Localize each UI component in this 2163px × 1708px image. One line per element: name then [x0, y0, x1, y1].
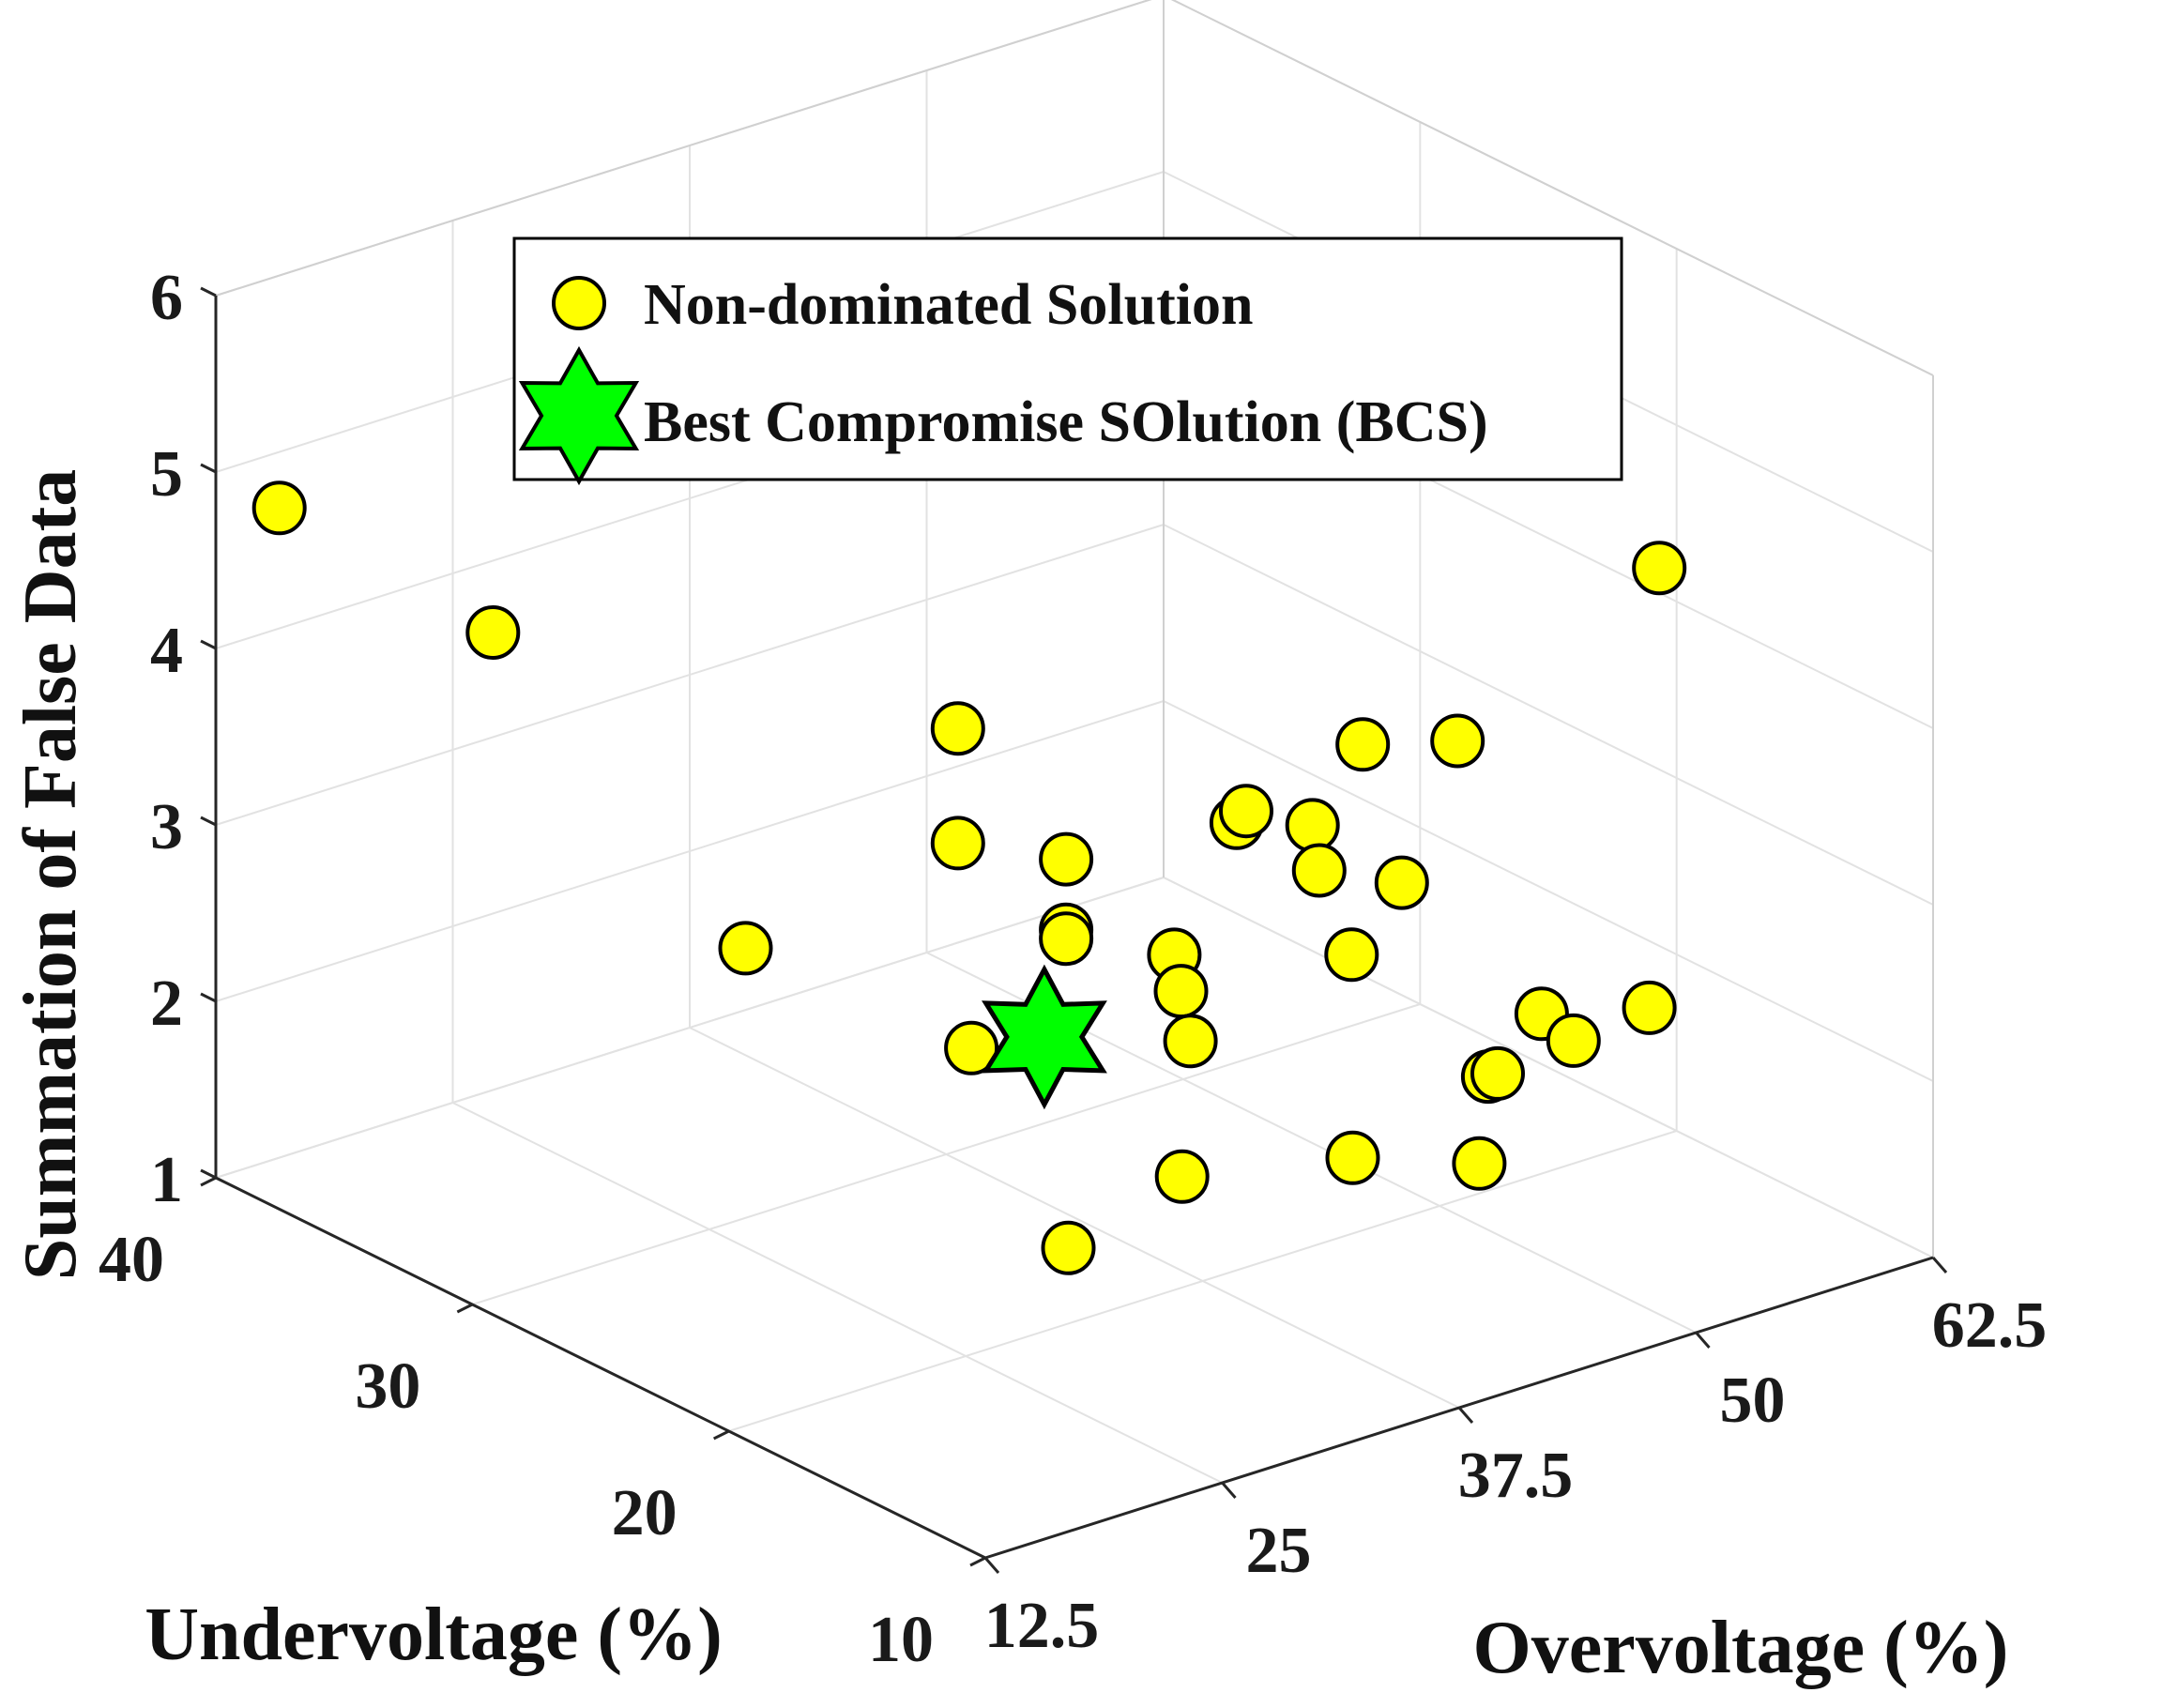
non-dominated-point [1285, 798, 1340, 853]
y-axis-label: Undervoltage (%) [145, 1594, 722, 1676]
x-tick-label: 50 [1720, 1365, 1786, 1437]
non-dominated-point [1163, 1014, 1218, 1069]
non-dominated-point [1452, 1136, 1507, 1191]
non-dominated-point [1374, 855, 1429, 910]
z-tick-mark [200, 1168, 217, 1180]
x-tick-label: 37.5 [1458, 1440, 1574, 1512]
legend: Non-dominated Solution Best Compromise S… [512, 236, 1623, 486]
grid-line-side-z [1163, 700, 1934, 1082]
z-tick-mark [200, 816, 217, 827]
non-dominated-point [1324, 927, 1379, 983]
legend-marker-bcs [518, 345, 640, 486]
grid-line-back-z [215, 877, 1165, 1179]
x-tick-mark [1931, 1257, 1948, 1273]
y-axis-line [215, 1176, 986, 1560]
x-tick-label: 62.5 [1932, 1289, 2048, 1362]
y-tick-label: 10 [868, 1604, 934, 1676]
axes [200, 286, 1948, 1574]
z-tick-label: 4 [150, 615, 183, 687]
non-dominated-point [1546, 1013, 1601, 1068]
z-tick-label: 2 [150, 968, 183, 1040]
legend-label-bcs: Best Compromise SOlution (BCS) [644, 390, 1488, 454]
y-tick-mark [969, 1556, 986, 1567]
x-tick-mark [1695, 1332, 1711, 1349]
grid-line-floor-x [452, 1102, 1223, 1484]
z-tick-mark [200, 286, 217, 297]
z-tick-label: 5 [150, 438, 183, 511]
legend-box [512, 236, 1623, 481]
y-tick-mark [712, 1429, 730, 1441]
y-tick-mark [200, 1176, 217, 1187]
x-axis-label: Overvoltage (%) [1473, 1607, 2009, 1689]
z-axis-label: Summation of False Data [9, 469, 92, 1280]
non-dominated-point [1430, 713, 1485, 769]
x-tick-label: 12.5 [984, 1590, 1100, 1662]
box-edge [215, 0, 1152, 297]
non-dominated-point [1335, 717, 1391, 772]
non-dominated-point [718, 921, 773, 976]
y-tick-label: 40 [99, 1224, 164, 1296]
non-dominated-point [1632, 541, 1687, 596]
z-tick-mark [200, 463, 217, 474]
grid-line-floor-x [689, 1027, 1460, 1409]
non-dominated-point [944, 1020, 999, 1075]
non-dominated-point [1325, 1130, 1380, 1185]
non-dominated-point [930, 701, 985, 756]
grid-line-back-z [215, 524, 1165, 826]
grid-line-floor-y [728, 1130, 1677, 1432]
non-dominated-point [1039, 911, 1094, 967]
y-tick-mark [456, 1303, 474, 1314]
non-dominated-point [1039, 831, 1094, 887]
legend-marker-non-dominated [552, 276, 606, 330]
x-tick-mark [1457, 1407, 1474, 1424]
grid-line-back-z [215, 700, 1165, 1002]
box-edge [1170, 0, 1934, 376]
y-tick-label: 20 [612, 1477, 678, 1549]
non-dominated-point [1291, 843, 1347, 898]
tick-labels: 12.5 25 37.5 50 62.5 10 20 30 40 1 2 3 4 5 6 [99, 262, 2047, 1676]
z-tick-label: 1 [150, 1144, 183, 1216]
grid-line-side-z [1163, 877, 1934, 1258]
grid-line-floor-y [472, 1003, 1421, 1305]
z-tick-mark [200, 639, 217, 650]
non-dominated-point [1154, 1149, 1210, 1204]
data-points [251, 480, 1687, 1275]
legend-label-non-dominated: Non-dominated Solution [644, 273, 1253, 337]
grid-line-side-z [1163, 524, 1934, 906]
z-tick-mark [200, 992, 217, 1003]
non-dominated-point [251, 480, 307, 536]
non-dominated-point [1470, 1045, 1525, 1101]
z-tick-label: 6 [150, 262, 183, 334]
x-tick-mark [1221, 1482, 1237, 1499]
z-tick-label: 3 [150, 791, 183, 863]
y-tick-label: 30 [355, 1350, 420, 1423]
x-tick-mark [983, 1557, 1000, 1574]
non-dominated-point [1622, 980, 1677, 1035]
bcs-star-point [982, 964, 1107, 1110]
non-dominated-point [1219, 784, 1273, 839]
non-dominated-point [930, 816, 985, 871]
x-tick-label: 25 [1246, 1515, 1312, 1587]
non-dominated-point [465, 605, 521, 660]
non-dominated-point [1153, 964, 1209, 1019]
non-dominated-point [1041, 1220, 1096, 1275]
